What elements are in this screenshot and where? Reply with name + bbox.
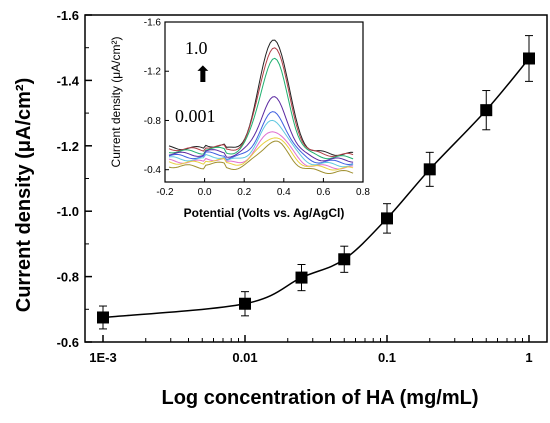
inset-x-tick-label: 0.2 [237,187,251,198]
inset-y-tick-label: -0.4 [144,165,162,176]
inset-x-tick-label: 0.4 [277,187,291,198]
inset-arrow-icon: ⬆ [194,62,212,87]
inset-x-tick-label: -0.2 [156,187,174,198]
y-axis-label: Current density (μA/cm²) [13,78,35,312]
y-tick-label: -1.6 [57,8,79,23]
inset-frame [164,21,364,183]
data-point [97,311,109,324]
x-tick-label: 1E-3 [89,350,116,365]
inset-y-tick-label: -1.6 [144,18,162,29]
y-tick-label: -1.2 [57,139,79,154]
inset-curve [168,140,354,174]
inset-curve [168,47,354,158]
inset-x-tick-label: 0.8 [356,187,370,198]
inset-y-axis-label: Current density (μA/cm²) [109,37,123,168]
inset-curve [168,111,354,166]
inset-annotation-top: 1.0 [185,38,208,58]
inset-x-tick-label: 0.6 [316,187,330,198]
x-tick-label: 0.01 [232,350,257,365]
y-tick-label: -1.4 [57,73,80,88]
inset-y-tick-label: -0.8 [144,116,162,127]
data-point [423,163,436,176]
inset-annotation-bottom: 0.001 [175,106,216,126]
inset-curve [168,131,354,170]
data-point [338,253,351,266]
x-tick-label: 0.1 [378,350,396,365]
inset-curve [168,137,354,171]
inset-y-tick-label: -1.2 [144,67,162,78]
x-tick-label: 1 [525,350,532,365]
inset-x-tick-label: 0.0 [198,187,212,198]
y-tick-label: -1.0 [57,204,79,219]
inset-curve [168,57,354,160]
inset-background [165,22,363,182]
y-tick-label: -0.6 [57,335,79,350]
data-point [295,271,308,284]
data-point [381,212,393,225]
inset-curve [168,39,354,156]
inset-curve [168,119,354,168]
inset-x-axis-label: Potential (Volts vs. Ag/AgCl) [184,206,345,220]
y-tick-label: -0.8 [57,270,79,285]
x-axis-label: Log concentration of HA (mg/mL) [161,387,478,409]
data-point [480,104,493,117]
data-point [239,297,251,310]
inset-curve [168,96,354,163]
data-point [523,52,535,65]
